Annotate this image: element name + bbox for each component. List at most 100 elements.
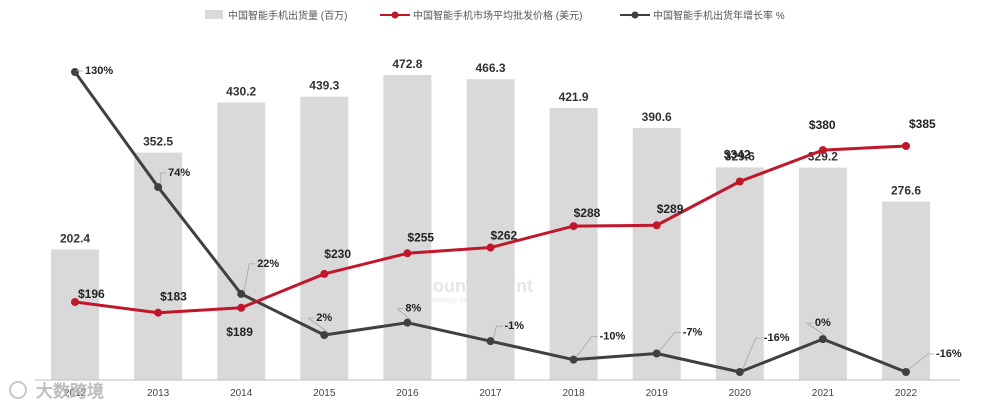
bar-label-2019: 390.6 — [642, 110, 672, 124]
x-axis-ticks: 2012 2013 2014 2015 2016 2017 2018 2019 2020 2021… — [64, 388, 918, 399]
price-point-2021 — [818, 146, 827, 155]
bar-label-2013: 352.5 — [143, 135, 173, 149]
growth-leader-2022 — [908, 353, 934, 370]
bar-label-2012: 202.4 — [60, 231, 90, 245]
growth-leader-2018 — [576, 336, 598, 357]
x-tick-2013: 2013 — [147, 388, 170, 399]
price-label-2014: $189 — [226, 325, 253, 339]
growth-leader-2019 — [659, 332, 681, 351]
growth-point-2018 — [569, 355, 578, 364]
x-tick-2022: 2022 — [895, 388, 918, 399]
line-series-price: $196 $183 $189 $230 $255 $262 $288 $289 $342 $380… — [71, 117, 936, 339]
growth-leader-2013 — [159, 172, 167, 185]
growth-point-2022 — [902, 367, 910, 376]
growth-point-2021 — [818, 335, 827, 344]
growth-leader-2012 — [76, 68, 83, 72]
price-label-2017: $262 — [491, 229, 518, 243]
price-label-2022: $385 — [909, 117, 936, 131]
bar-2014 — [217, 102, 266, 381]
legend-item-shipments: 中国智能手机出货量 (百万) — [205, 9, 347, 22]
x-tick-2015: 2015 — [313, 388, 336, 399]
corner-logo-icon — [9, 381, 27, 399]
legend-swatch-shipments — [205, 10, 223, 19]
growth-point-2012 — [71, 68, 79, 76]
legend-item-growth: 中国智能手机出货年增长率 % — [620, 9, 785, 22]
price-label-2018: $288 — [574, 206, 601, 220]
corner-watermark: 大数跨境 — [9, 381, 104, 401]
growth-point-2013 — [154, 183, 163, 192]
growth-label-2015: 2% — [316, 312, 332, 324]
growth-label-2014: 22% — [257, 258, 279, 270]
growth-leader-2020 — [742, 337, 762, 370]
growth-leader-2017 — [493, 325, 503, 339]
price-point-2018 — [569, 222, 578, 231]
growth-label-2019: -7% — [683, 326, 703, 338]
legend-label-shipments: 中国智能手机出货量 (百万) — [228, 9, 347, 22]
legend: 中国智能手机出货量 (百万) 中国智能手机市场平均批发价格 (美元) 中国智能手… — [205, 9, 785, 22]
growth-label-2013: 74% — [168, 167, 190, 179]
legend-item-price: 中国智能手机市场平均批发价格 (美元) — [380, 9, 582, 22]
bar-label-2018: 421.9 — [559, 90, 589, 104]
growth-point-2017 — [486, 337, 495, 346]
price-point-2022 — [902, 142, 910, 150]
price-point-2012 — [71, 298, 79, 306]
price-label-2019: $289 — [657, 202, 684, 216]
price-label-2020: $342 — [724, 147, 751, 161]
bar-label-2016: 472.8 — [392, 57, 422, 71]
bar-2012 — [51, 249, 99, 380]
bar-2018 — [549, 107, 598, 380]
bar-label-2017: 466.3 — [475, 61, 505, 75]
growth-leader-2016 — [396, 308, 411, 320]
legend-marker-price — [391, 11, 399, 19]
bar-2020 — [715, 167, 764, 380]
x-tick-2017: 2017 — [479, 388, 502, 399]
price-point-2017 — [486, 243, 495, 252]
growth-label-2017: -1% — [505, 320, 525, 332]
bar-2017 — [466, 79, 515, 380]
bar-label-2014: 430.2 — [226, 84, 256, 98]
price-label-2021: $380 — [809, 118, 836, 132]
growth-leader-2021 — [805, 322, 827, 337]
x-tick-2014: 2014 — [230, 388, 253, 399]
price-point-2016 — [403, 249, 412, 258]
bar-2016 — [383, 75, 432, 380]
price-label-2015: $230 — [324, 247, 351, 261]
x-tick-2012: 2012 — [64, 388, 87, 399]
price-label-2013: $183 — [160, 290, 187, 304]
growth-point-2016 — [403, 318, 412, 327]
bar-2022 — [882, 201, 930, 380]
bar-label-2015: 439.3 — [309, 79, 339, 93]
growth-label-2018: -10% — [600, 331, 626, 343]
x-tick-2021: 2021 — [812, 388, 835, 399]
x-tick-2018: 2018 — [562, 388, 585, 399]
growth-point-2014 — [237, 289, 246, 298]
growth-label-2020: -16% — [764, 332, 790, 344]
price-point-2019 — [652, 221, 661, 230]
growth-label-2016: 8% — [405, 303, 421, 315]
growth-leader-2015 — [307, 317, 328, 333]
growth-label-2012: 130% — [85, 65, 113, 77]
x-tick-2020: 2020 — [729, 388, 752, 399]
growth-label-2021: 0% — [815, 317, 831, 329]
growth-point-2015 — [320, 331, 329, 339]
growth-point-2020 — [735, 367, 744, 376]
bar-2019 — [632, 128, 681, 380]
x-tick-2019: 2019 — [646, 388, 669, 399]
price-point-2013 — [154, 308, 163, 317]
corner-watermark-text: 大数跨境 — [36, 381, 104, 401]
legend-marker-growth — [631, 11, 639, 19]
price-point-2020 — [735, 177, 744, 186]
price-label-2016: $255 — [407, 230, 434, 244]
price-point-2014 — [237, 303, 246, 312]
legend-label-price: 中国智能手机市场平均批发价格 (美元) — [413, 9, 582, 22]
growth-point-2019 — [652, 349, 661, 358]
growth-label-2022: -16% — [936, 348, 962, 360]
x-tick-2016: 2016 — [396, 388, 419, 399]
bar-2021 — [798, 167, 847, 380]
legend-label-growth: 中国智能手机出货年增长率 % — [653, 9, 785, 22]
price-point-2015 — [320, 269, 329, 278]
growth-leader-2014 — [243, 263, 256, 291]
price-label-2012: $196 — [78, 287, 105, 301]
bar-label-2022: 276.6 — [891, 184, 921, 198]
